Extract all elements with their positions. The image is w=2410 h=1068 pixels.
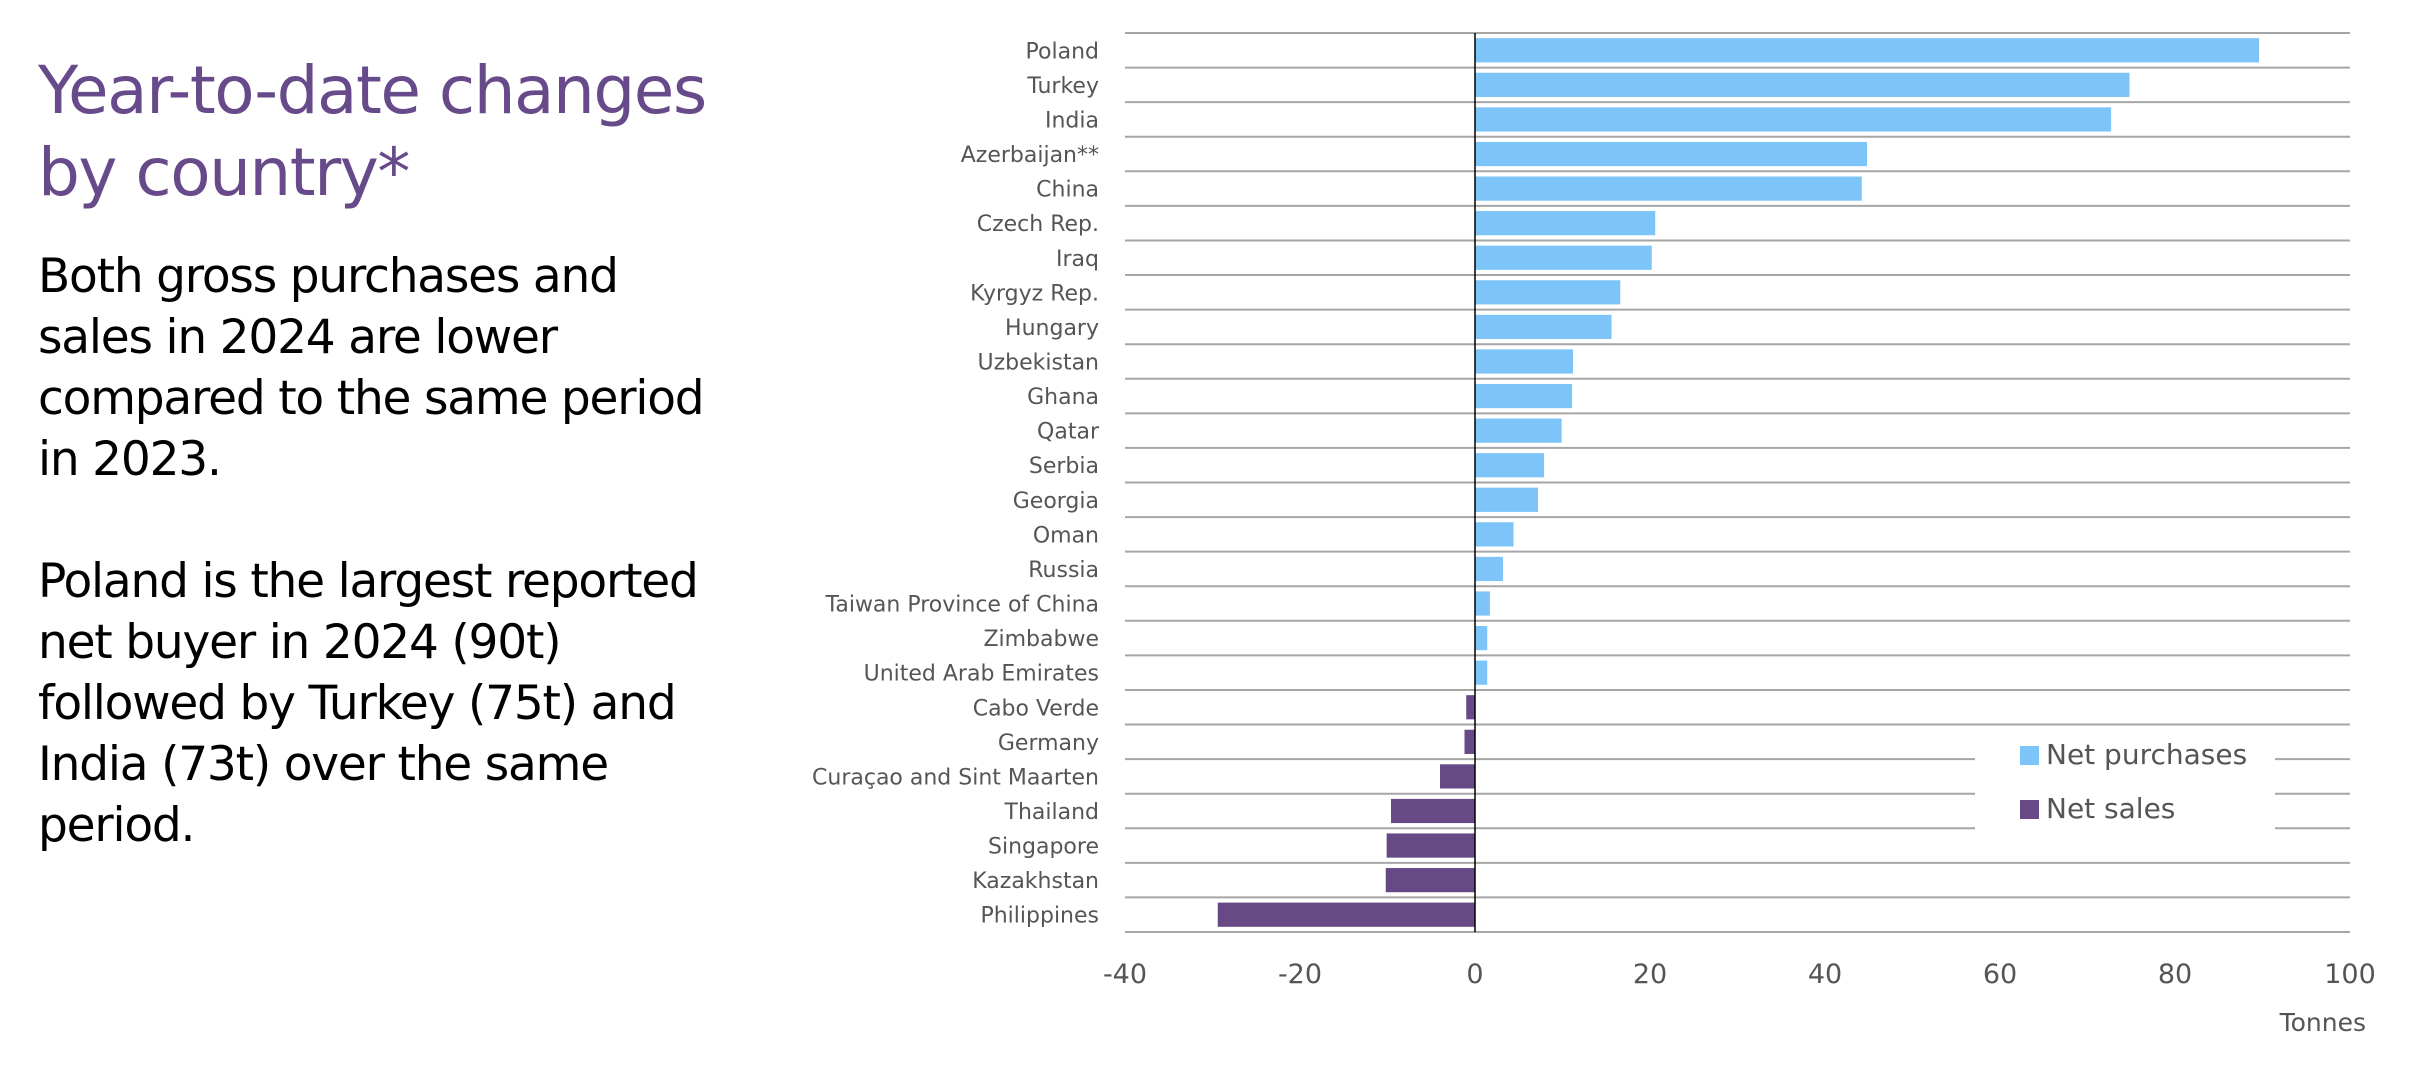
bar-georgia [1475, 487, 1538, 512]
legend-label-net-purchases: Net purchases [2046, 738, 2247, 771]
bar-iraq [1475, 245, 1652, 270]
bar-zimbabwe [1475, 625, 1488, 651]
category-label: Czech Rep. [977, 212, 1099, 237]
x-axis-ticks: -40 -20 0 20 40 60 80 100 [1103, 959, 2376, 990]
bar-germany [1464, 729, 1475, 754]
title-line: Year-to-date changes [38, 52, 707, 129]
bar-singapore [1386, 833, 1475, 858]
summary-line: followed by Turkey (75t) and [38, 676, 677, 731]
x-tick-label: 40 [1808, 959, 1842, 990]
summary-paragraph-2: Poland is the largest reported net buyer… [38, 551, 758, 856]
bar-kazakhstan [1385, 868, 1475, 893]
x-tick-label: 20 [1633, 959, 1667, 990]
category-label: Russia [1028, 558, 1099, 583]
category-label: Azerbaijan** [961, 143, 1099, 168]
summary-line: period. [38, 798, 195, 853]
bar-uzbekistan [1475, 349, 1573, 374]
summary-line: Poland is the largest reported [38, 554, 699, 609]
x-tick-label: 100 [2324, 959, 2376, 990]
bar-oman [1475, 522, 1514, 547]
category-label: Georgia [1013, 489, 1099, 514]
legend-swatch-net-purchases [2020, 746, 2039, 765]
bar-qatar [1475, 418, 1562, 443]
title-line: by country* [38, 134, 410, 211]
category-label: Hungary [1005, 316, 1099, 341]
category-label: Cabo Verde [973, 696, 1099, 721]
bar-ghana [1475, 383, 1573, 409]
summary-line: sales in 2024 are lower [38, 310, 558, 365]
category-label: Ghana [1027, 385, 1099, 410]
bar-china [1475, 176, 1862, 201]
category-label: Germany [998, 731, 1099, 756]
bar-turkey [1475, 72, 2130, 97]
bar-taiwan-province-of-china [1475, 591, 1490, 616]
category-label: Serbia [1029, 454, 1099, 479]
summary-line: Both gross purchases and [38, 249, 619, 304]
bar-serbia [1475, 453, 1545, 478]
category-label: Qatar [1037, 420, 1100, 445]
bar-thailand [1391, 798, 1475, 824]
bar-czech-rep [1475, 211, 1656, 236]
category-label: Curaçao and Sint Maarten [812, 765, 1099, 790]
summary-line: in 2023. [38, 432, 222, 487]
category-label: Turkey [1026, 74, 1099, 99]
x-tick-label: 60 [1983, 959, 2017, 990]
category-label: China [1036, 178, 1099, 203]
category-label: Iraq [1056, 247, 1099, 272]
gridlines [1125, 32, 2350, 933]
category-label: Kyrgyz Rep. [970, 281, 1099, 306]
category-label: Taiwan Province of China [825, 593, 1099, 618]
bar-india [1475, 107, 2112, 132]
x-tick-label: 0 [1466, 959, 1483, 990]
category-label: United Arab Emirates [864, 662, 1099, 687]
summary-line: net buyer in 2024 (90t) [38, 615, 562, 670]
category-labels: Poland Turkey India Azerbaijan** China Czech … [812, 39, 1100, 928]
category-label: Philippines [980, 904, 1099, 929]
bar-united-arab-emirates [1475, 660, 1488, 685]
summary-paragraph-1: Both gross purchases and sales in 2024 a… [38, 246, 758, 490]
legend-swatch-net-sales [2020, 800, 2039, 819]
category-label: Oman [1033, 523, 1099, 548]
bar-cura-ao-and-sint-maarten [1440, 764, 1475, 789]
legend: Net purchases Net sales [1975, 738, 2275, 840]
category-label: Poland [1026, 39, 1099, 64]
category-label: India [1045, 108, 1099, 133]
legend-label-net-sales: Net sales [2046, 792, 2175, 825]
bar-cabo-verde [1466, 695, 1475, 720]
bar-russia [1475, 556, 1503, 582]
bars [1217, 38, 2259, 927]
bar-philippines [1217, 902, 1475, 927]
summary-line: India (73t) over the same [38, 737, 609, 792]
bar-hungary [1475, 314, 1612, 340]
bar-azerbaijan [1475, 141, 1867, 167]
summary-line: compared to the same period [38, 371, 705, 426]
bar-poland [1475, 38, 2259, 63]
x-tick-label: -20 [1278, 959, 1322, 990]
x-tick-label: 80 [2158, 959, 2192, 990]
category-label: Uzbekistan [977, 350, 1099, 375]
bar-kyrgyz-rep [1475, 280, 1621, 305]
category-label: Thailand [1004, 800, 1099, 825]
category-label: Zimbabwe [983, 627, 1099, 652]
page-title: Year-to-date changes by country* [38, 50, 758, 214]
x-axis-unit-label: Tonnes [2279, 1008, 2366, 1037]
category-label: Kazakhstan [972, 869, 1099, 894]
summary-text: Both gross purchases and sales in 2024 a… [38, 246, 758, 856]
category-label: Singapore [988, 835, 1099, 860]
x-tick-label: -40 [1103, 959, 1147, 990]
